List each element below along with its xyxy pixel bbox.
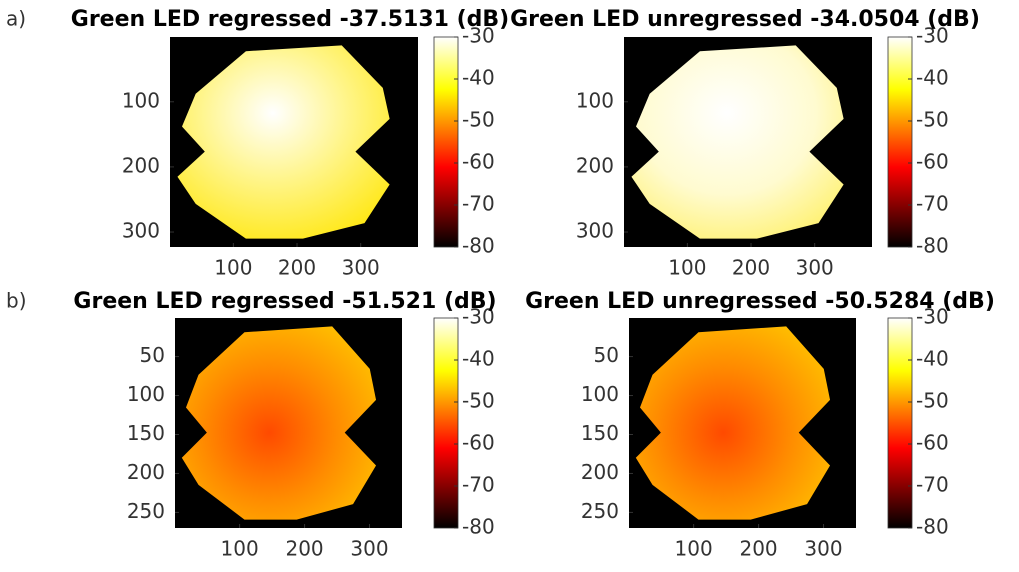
x-tick-label: 100	[214, 256, 252, 280]
chart-title: Green LED regressed -51.521 (dB)	[73, 289, 496, 314]
y-tick-label: 300	[122, 219, 160, 243]
colorbar-tick-label: -80	[916, 234, 949, 258]
y-tick-label: 100	[122, 88, 160, 112]
colorbar-tick-label: -60	[462, 431, 495, 455]
x-tick-label: 100	[675, 537, 713, 561]
y-tick-label: 150	[127, 421, 165, 445]
x-tick-label: 300	[804, 537, 842, 561]
y-tick-label: 200	[127, 460, 165, 484]
x-tick-label: 200	[278, 256, 316, 280]
figure: a) b) 100200300100200300-30-40-50-60-70-…	[0, 0, 1019, 572]
y-tick-label: 250	[581, 499, 619, 523]
colorbar-tick-label: -60	[462, 150, 495, 174]
y-tick-label: 150	[581, 421, 619, 445]
colorbar-tick-label: -50	[916, 108, 949, 132]
colorbar-tick-label: -80	[462, 234, 495, 258]
chart-title: Green LED regressed -37.5131 (dB)	[71, 7, 509, 32]
colorbar-tick-label: -80	[916, 515, 949, 539]
x-tick-label: 200	[285, 537, 323, 561]
colorbar	[434, 318, 458, 528]
x-tick-label: 200	[732, 256, 770, 280]
colorbar-tick-label: -80	[462, 515, 495, 539]
y-tick-label: 50	[594, 343, 619, 367]
colorbar-tick-label: -40	[462, 347, 495, 371]
y-tick-label: 100	[581, 382, 619, 406]
colorbar-tick-label: -40	[916, 66, 949, 90]
chart-title: Green LED unregressed -50.5284 (dB)	[525, 289, 995, 314]
chart-title: Green LED unregressed -34.0504 (dB)	[510, 7, 980, 32]
colorbar-tick-label: -50	[462, 108, 495, 132]
y-tick-label: 200	[122, 153, 160, 177]
colorbar-tick-label: -40	[462, 66, 495, 90]
x-tick-label: 300	[796, 256, 834, 280]
colorbar-tick-label: -70	[462, 192, 495, 216]
y-tick-label: 100	[127, 382, 165, 406]
x-tick-label: 200	[739, 537, 777, 561]
y-tick-label: 200	[576, 153, 614, 177]
y-tick-label: 200	[581, 460, 619, 484]
colorbar-tick-label: -70	[462, 473, 495, 497]
y-tick-label: 100	[576, 88, 614, 112]
y-tick-label: 250	[127, 499, 165, 523]
colorbar-tick-label: -40	[916, 347, 949, 371]
colorbar-tick-label: -60	[916, 150, 949, 174]
x-tick-label: 300	[350, 537, 388, 561]
colorbar-tick-label: -70	[916, 192, 949, 216]
x-tick-label: 300	[342, 256, 380, 280]
panel-label: b)	[6, 289, 27, 313]
colorbar-tick-label: -70	[916, 473, 949, 497]
x-tick-label: 100	[668, 256, 706, 280]
colorbar	[888, 37, 912, 247]
colorbar	[888, 318, 912, 528]
colorbar-tick-label: -60	[916, 431, 949, 455]
colorbar	[434, 37, 458, 247]
y-tick-label: 300	[576, 219, 614, 243]
colorbar-tick-label: -50	[916, 389, 949, 413]
x-tick-label: 100	[221, 537, 259, 561]
y-tick-label: 50	[140, 343, 165, 367]
colorbar-tick-label: -50	[462, 389, 495, 413]
panel-label: a)	[6, 7, 26, 31]
